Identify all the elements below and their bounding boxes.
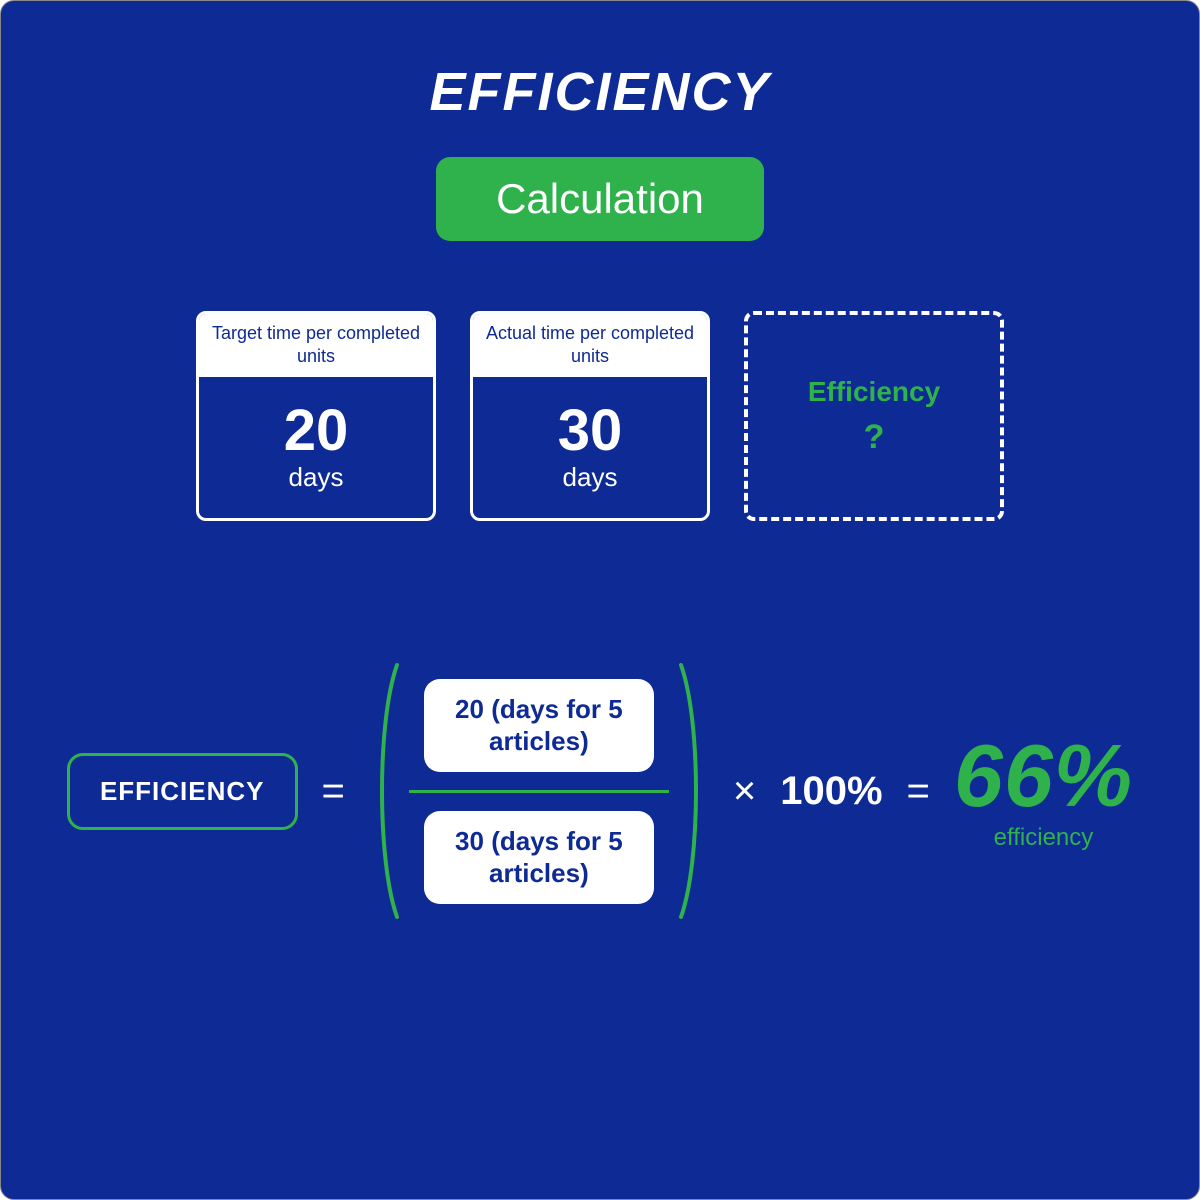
- formula-lhs-box: EFFICIENCY: [67, 753, 298, 830]
- infographic-canvas: EFFICIENCY Calculation Target time per c…: [0, 0, 1200, 1200]
- equals-sign: =: [907, 769, 930, 814]
- right-paren-icon: [675, 661, 709, 921]
- fraction-with-parens: 20 (days for 5 articles) 30 (days for 5 …: [369, 661, 709, 921]
- card-target-time: Target time per completed units 20 days: [196, 311, 436, 521]
- calculation-badge: Calculation: [436, 157, 764, 241]
- efficiency-question-mark: ?: [864, 418, 885, 457]
- fraction-line: [409, 790, 669, 793]
- card-header: Target time per completed units: [199, 314, 433, 377]
- formula-row: EFFICIENCY = 20 (days for 5 articles) 30…: [51, 661, 1149, 921]
- result-label: efficiency: [994, 826, 1094, 850]
- left-paren-icon: [369, 661, 403, 921]
- card-efficiency-unknown: Efficiency ?: [744, 311, 1004, 521]
- fraction-numerator: 20 (days for 5 articles): [424, 679, 654, 772]
- fraction: 20 (days for 5 articles) 30 (days for 5 …: [403, 679, 675, 904]
- hundred-percent: 100%: [780, 769, 882, 814]
- fraction-denominator: 30 (days for 5 articles): [424, 811, 654, 904]
- card-header: Actual time per completed units: [473, 314, 707, 377]
- card-actual-time: Actual time per completed units 30 days: [470, 311, 710, 521]
- result-value: 66%: [954, 732, 1133, 820]
- formula-result: 66% efficiency: [954, 732, 1133, 850]
- card-body: 20 days: [199, 377, 433, 518]
- card-value: 20: [284, 402, 349, 460]
- card-value: 30: [558, 402, 623, 460]
- cards-row: Target time per completed units 20 days …: [196, 311, 1004, 521]
- card-unit: days: [289, 462, 344, 493]
- equals-sign: =: [322, 769, 345, 814]
- efficiency-label: Efficiency: [808, 376, 940, 408]
- multiply-sign: ×: [733, 769, 756, 814]
- card-body: 30 days: [473, 377, 707, 518]
- card-unit: days: [563, 462, 618, 493]
- page-title: EFFICIENCY: [429, 61, 770, 123]
